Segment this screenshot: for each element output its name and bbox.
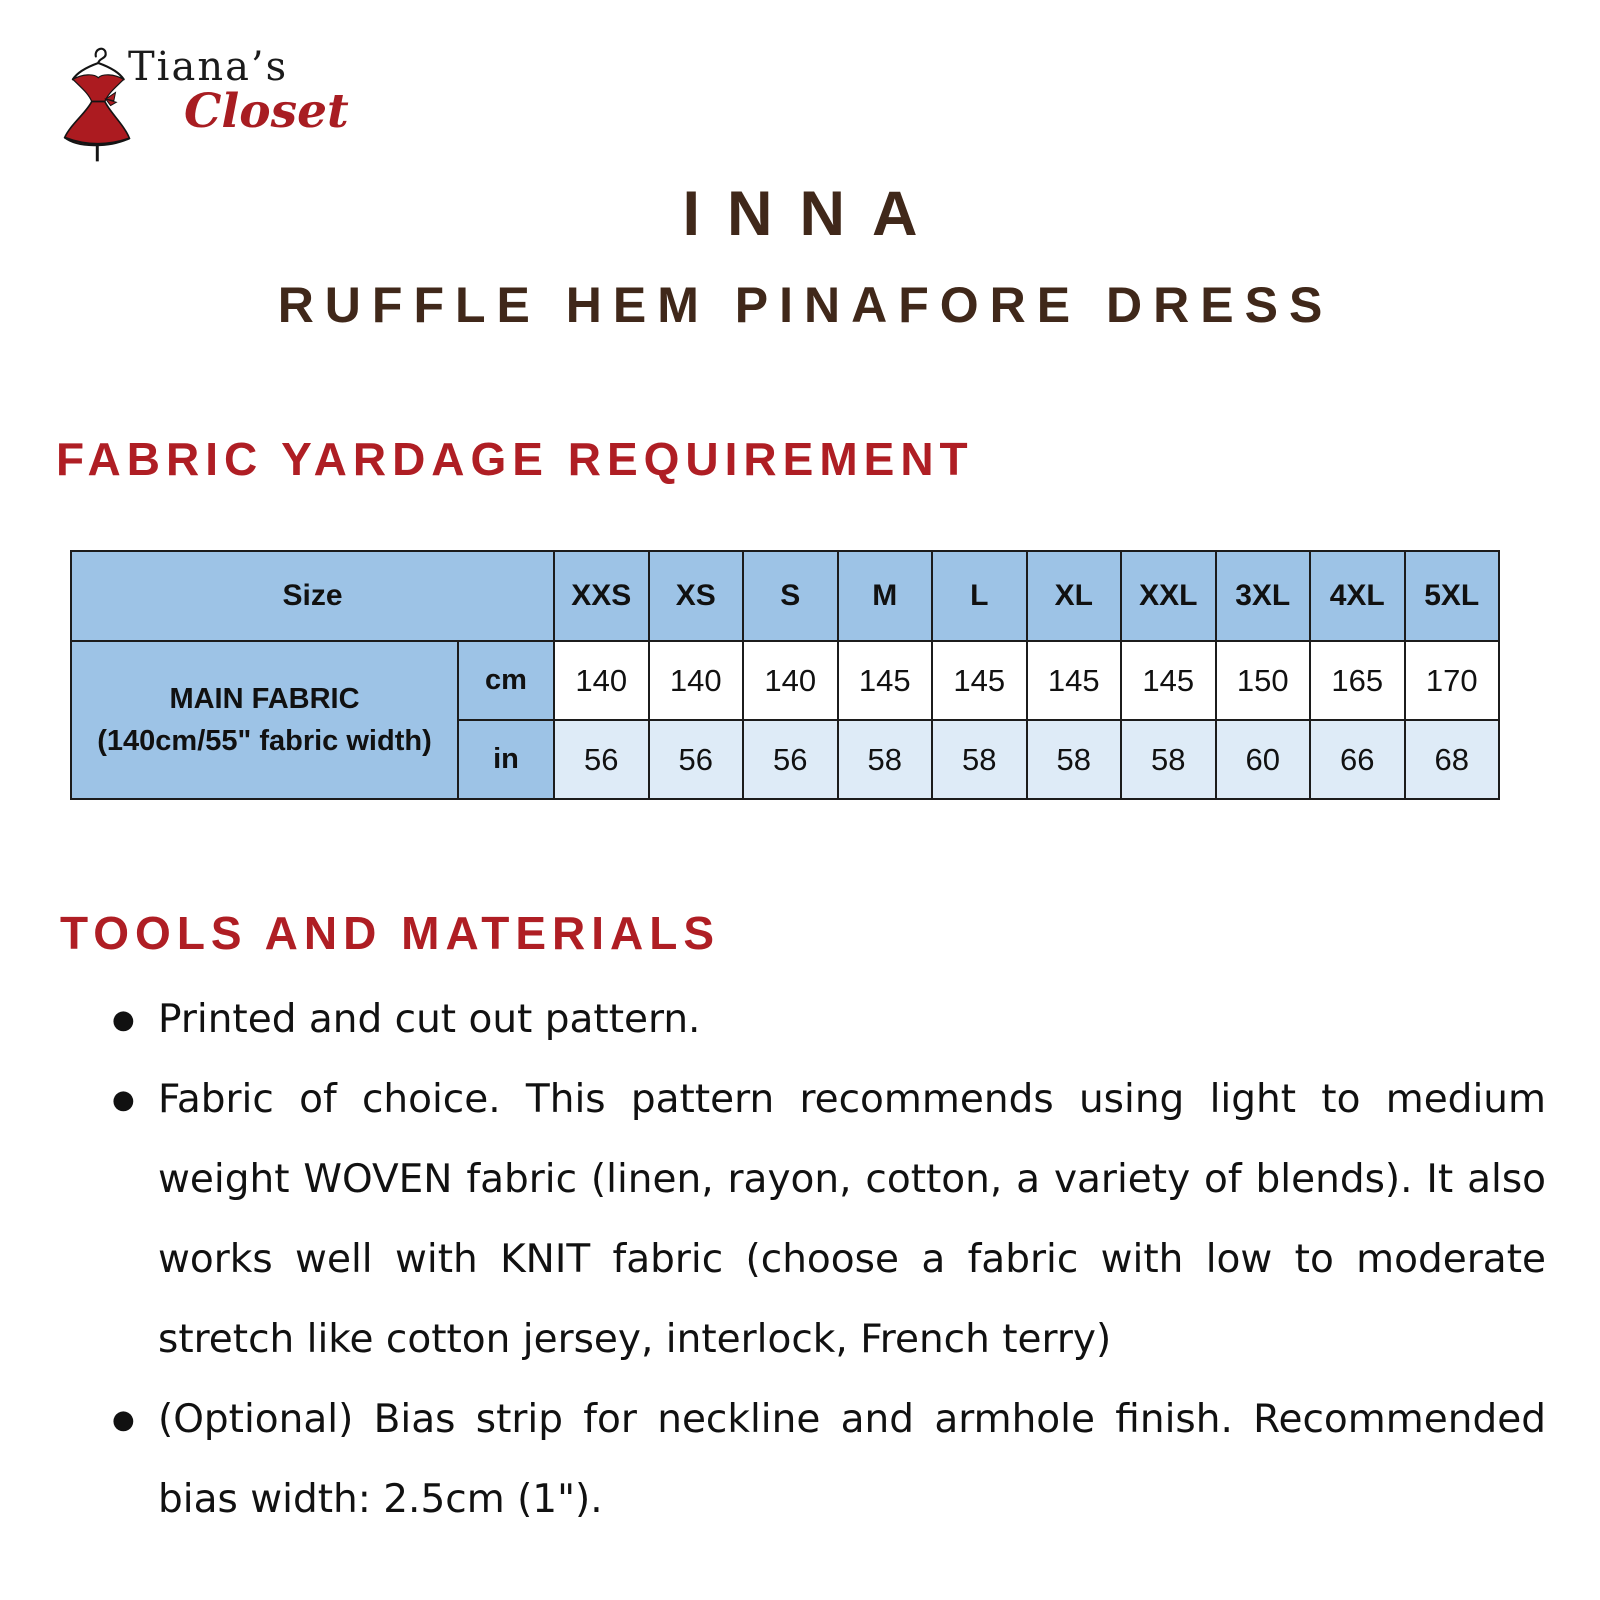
size-col-4xl: 4XL	[1309, 550, 1406, 642]
unit-in-cell: in	[457, 719, 555, 800]
list-item: ● Printed and cut out pattern.	[112, 980, 1546, 1060]
cm-value-xs: 140	[647, 640, 744, 721]
bullet-icon: ●	[112, 1085, 135, 1115]
in-value-xs: 56	[647, 719, 744, 800]
size-col-s: S	[742, 550, 839, 642]
section-heading-fabric-yardage: FABRIC YARDAGE REQUIREMENT	[56, 433, 974, 485]
in-value-5xl: 68	[1403, 719, 1500, 800]
pattern-title: INNA	[682, 179, 945, 249]
cm-value-4xl: 165	[1309, 640, 1406, 721]
size-col-l: L	[931, 550, 1028, 642]
size-col-xxs: XXS	[553, 550, 650, 642]
pattern-subtitle: RUFFLE HEM PINAFORE DRESS	[277, 277, 1334, 333]
cm-value-5xl: 170	[1403, 640, 1500, 721]
in-value-s: 56	[742, 719, 839, 800]
in-value-3xl: 60	[1214, 719, 1311, 800]
list-item: ● Fabric of choice. This pattern recomme…	[112, 1060, 1546, 1380]
brand-logo	[54, 40, 136, 163]
cm-value-xl: 145	[1025, 640, 1122, 721]
yardage-header-row: Size XXS XS S M L XL XXL 3XL 4XL 5XL	[70, 550, 1500, 642]
brand-name-top: Tiana’s	[128, 44, 289, 90]
main-fabric-label-cell: MAIN FABRIC (140cm/55" fabric width)	[70, 640, 459, 800]
bullet-icon: ●	[112, 1405, 135, 1435]
unit-cm-cell: cm	[457, 640, 555, 721]
list-item-text: Fabric of choice. This pattern recommend…	[158, 1077, 1546, 1362]
size-col-xl: XL	[1025, 550, 1122, 642]
dress-logo-icon	[63, 47, 131, 162]
section-heading-tools-materials: TOOLS AND MATERIALS	[60, 907, 721, 959]
fabric-width-note: (140cm/55" fabric width)	[97, 725, 432, 757]
in-value-4xl: 66	[1309, 719, 1406, 800]
size-col-m: M	[836, 550, 933, 642]
size-col-3xl: 3XL	[1214, 550, 1311, 642]
brand-name-bottom: Closet	[184, 84, 349, 139]
list-item-text: (Optional) Bias strip for neckline and a…	[158, 1397, 1546, 1522]
brand-name: Tiana’s Closet	[128, 44, 349, 139]
bullet-icon: ●	[112, 1005, 135, 1035]
size-col-xs: XS	[647, 550, 744, 642]
tools-materials-list: ● Printed and cut out pattern. ● Fabric …	[112, 980, 1546, 1540]
size-col-xxl: XXL	[1120, 550, 1217, 642]
cm-value-xxl: 145	[1120, 640, 1217, 721]
cm-value-s: 140	[742, 640, 839, 721]
yardage-table: Size XXS XS S M L XL XXL 3XL 4XL 5XL MAI…	[70, 550, 1500, 800]
in-value-xxs: 56	[553, 719, 650, 800]
list-item-text: Printed and cut out pattern.	[158, 997, 701, 1042]
size-col-5xl: 5XL	[1403, 550, 1500, 642]
cm-value-xxs: 140	[553, 640, 650, 721]
size-header-cell: Size	[70, 550, 555, 642]
list-item: ● (Optional) Bias strip for neckline and…	[112, 1380, 1546, 1540]
in-value-l: 58	[931, 719, 1028, 800]
cm-value-l: 145	[931, 640, 1028, 721]
in-value-m: 58	[836, 719, 933, 800]
yardage-in-row: in 56 56 56 58 58 58 58 60 66 68	[71, 719, 1500, 800]
in-value-xl: 58	[1025, 719, 1122, 800]
main-fabric-label: MAIN FABRIC	[169, 682, 360, 715]
cm-value-m: 145	[836, 640, 933, 721]
cm-value-3xl: 150	[1214, 640, 1311, 721]
yardage-cm-row: MAIN FABRIC (140cm/55" fabric width) cm …	[70, 640, 1500, 800]
in-value-xxl: 58	[1120, 719, 1217, 800]
